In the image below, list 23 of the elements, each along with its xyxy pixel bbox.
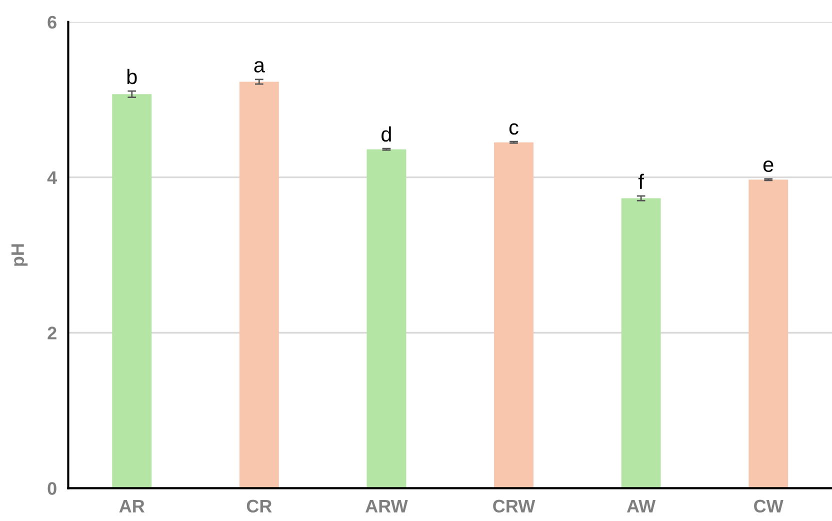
annotation: d [382,126,391,142]
x-tick-label: ARW [366,500,408,512]
x-tick-label: CW [754,500,784,513]
annotation: b [127,68,137,84]
annotation: f [638,174,644,189]
y-tick-label: 6 [48,16,56,29]
x-tick-label: CRW [493,500,536,513]
annotation: c [509,123,518,135]
bar [748,180,788,488]
y-tick-label: 0 [48,482,56,495]
y-tick-label: 4 [47,171,58,184]
bar [112,94,152,488]
x-tick-label: AR [119,500,145,512]
x-tick-label: CR [246,500,272,513]
annotation: e [763,160,774,172]
bar [494,142,534,488]
y-tick-label: 2 [48,326,56,340]
bar [239,82,279,488]
bar [366,149,406,488]
y-axis-title: pH [11,244,28,266]
bar [621,198,661,488]
x-tick-label: AW [626,500,656,512]
annotation: a [254,61,265,72]
